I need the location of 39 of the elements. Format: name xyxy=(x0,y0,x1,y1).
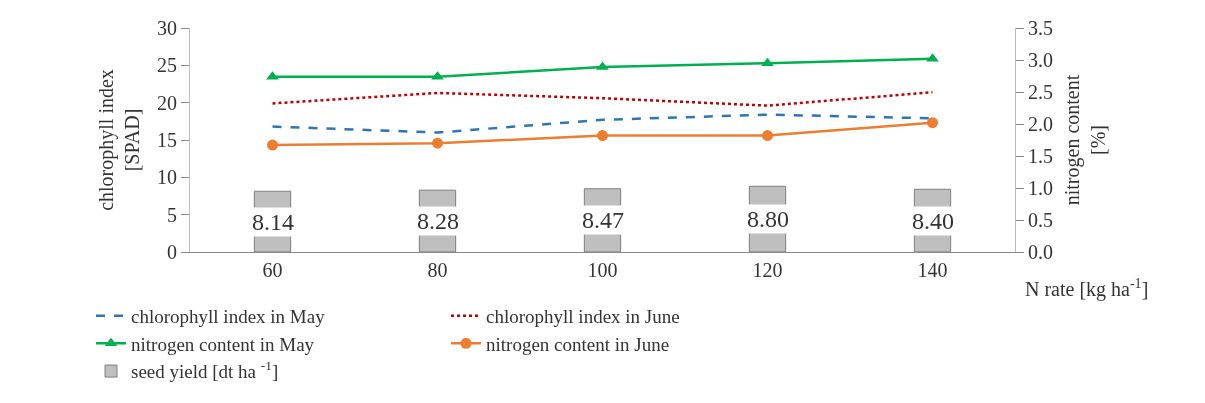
point xyxy=(762,130,773,142)
data-label: 8.14 xyxy=(252,209,294,235)
y2-tick-label: 3.0 xyxy=(1028,49,1053,71)
x-tick-label: 100 xyxy=(587,259,618,281)
y2-tick-label: 2.0 xyxy=(1028,113,1053,135)
legend-label: nitrogen content in May xyxy=(131,333,315,355)
y-tick-label: 20 xyxy=(157,91,177,114)
legend-label: seed yield [dt ha $^{-1}$] xyxy=(131,358,279,383)
point xyxy=(927,117,938,129)
y2-tick-label: 0.0 xyxy=(1028,241,1053,263)
x-tick-label: 60 xyxy=(262,259,283,281)
legend-label: chlorophyll index in May xyxy=(131,306,326,328)
y2-axis-title: nitrogen content [%] xyxy=(1060,74,1109,206)
x-axis-title: N rate [kg ha$^{-1}$] xyxy=(1025,276,1149,302)
line-series xyxy=(271,90,934,107)
y-axis-title: chlorophyll index [SPAD] xyxy=(94,69,143,211)
y2-tick-label: 1.0 xyxy=(1028,177,1053,199)
y2-tick-label: 2.5 xyxy=(1028,81,1053,103)
data-label: 8.40 xyxy=(912,208,954,234)
y2-tick-label: 1.5 xyxy=(1028,145,1053,167)
data-label: 8.47 xyxy=(582,207,624,233)
y-tick-label: 25 xyxy=(157,54,177,77)
y-tick-label: 0 xyxy=(167,241,177,263)
y2-tick-label: 0.5 xyxy=(1028,209,1053,231)
point xyxy=(432,137,443,149)
data-label: 8.28 xyxy=(417,208,459,234)
legend-label: nitrogen content in June xyxy=(486,333,670,355)
y-tick-label: 15 xyxy=(157,129,177,151)
x-tick-label: 120 xyxy=(752,259,783,281)
y2-tick-label: 3.5 xyxy=(1028,17,1053,39)
x-tick-label: 140 xyxy=(917,259,948,281)
y-tick-label: 5 xyxy=(167,203,177,226)
point xyxy=(267,139,278,151)
data-label: 8.80 xyxy=(747,206,789,232)
x-tick-label: 80 xyxy=(427,259,448,281)
y-tick-label: 30 xyxy=(157,17,177,39)
point xyxy=(597,130,608,142)
legend-label: chlorophyll index in June xyxy=(486,306,680,328)
y-tick-label: 10 xyxy=(157,166,177,189)
